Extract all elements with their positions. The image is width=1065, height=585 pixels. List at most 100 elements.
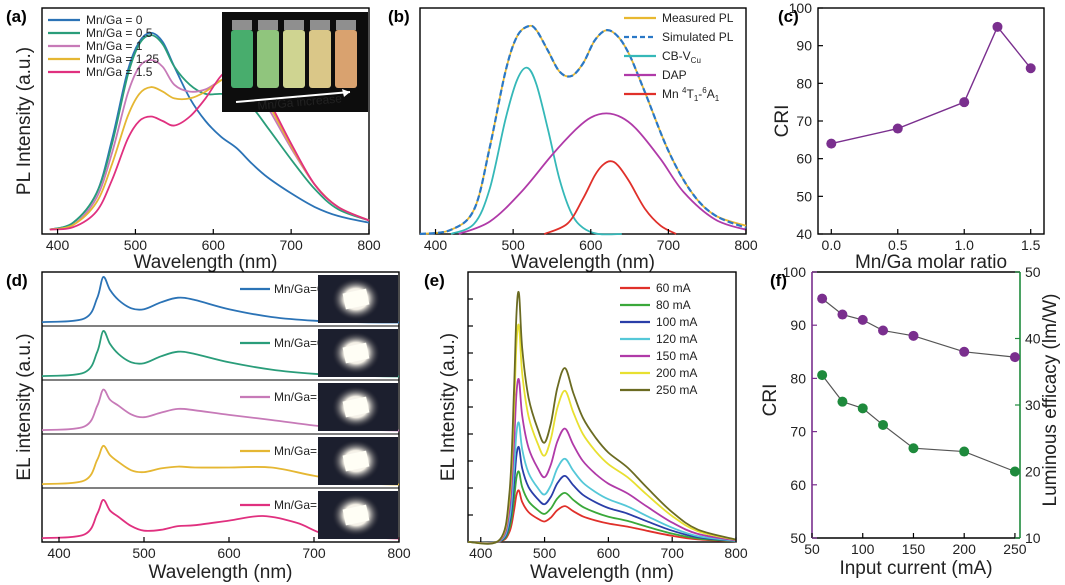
legend-label: 80 mA: [656, 298, 691, 312]
series-line: [419, 24, 747, 236]
series-point: [908, 443, 919, 454]
series-point: [817, 293, 828, 304]
series-line: [467, 470, 737, 544]
x-tick-label: 400: [47, 545, 71, 561]
x-tick-label: 700: [302, 545, 326, 561]
x-tick-label: 50: [804, 541, 820, 557]
legend-label-part: DAP: [662, 68, 687, 82]
x-tick-label: 700: [279, 237, 303, 253]
y-tick-label: 40: [796, 226, 812, 242]
x-tick-label: 100: [851, 541, 875, 557]
panel-label: (b): [388, 7, 410, 26]
legend-label: Mn/Ga=1: [274, 390, 324, 404]
x-tick-label: 400: [469, 545, 493, 561]
y2-tick-label: 30: [1025, 397, 1041, 413]
series-line: [41, 445, 400, 486]
cri-point: [1025, 63, 1036, 74]
cri-line: [831, 25, 1032, 145]
legend-label: 150 mA: [656, 349, 697, 363]
arrow-head: [342, 89, 350, 97]
led-chip: [342, 288, 370, 310]
x-axis-label: Wavelength (nm): [149, 562, 293, 583]
led-photo: [318, 329, 398, 377]
legend-label: Simulated PL: [662, 30, 734, 44]
vial: [283, 30, 305, 88]
y-tick-label: 50: [790, 530, 806, 546]
x-tick-label: 800: [357, 237, 381, 253]
series-line: [467, 445, 737, 544]
panel-label: (f): [770, 271, 787, 290]
vial-cap: [336, 20, 356, 30]
led-photo: [318, 491, 398, 539]
legend-label: 200 mA: [656, 366, 697, 380]
legend-label-part: 4: [682, 86, 687, 95]
x-tick-label: 700: [661, 545, 685, 561]
y-tick-label: 50: [796, 188, 812, 204]
legend-label: 60 mA: [656, 281, 691, 295]
x-tick-label: 0.5: [888, 237, 908, 253]
legend-label-part: 1: [694, 94, 699, 103]
series-line: [49, 34, 370, 231]
legend-label-part: -: [698, 87, 702, 101]
x-tick-label: 600: [217, 545, 241, 561]
series-line: [49, 63, 370, 231]
y-axis-label: EL intensity (a.u.): [14, 333, 35, 480]
series-line: [49, 72, 370, 231]
panel-f: 50 100 150 200 250 50 60 70 80 90 100 10 20 30 40 50 Inp…: [760, 264, 1061, 579]
y-tick-label: 100: [789, 0, 813, 16]
series-point: [878, 325, 889, 336]
series-line: [41, 388, 400, 432]
legend-label-part: Mn: [662, 87, 682, 101]
legend-label: 120 mA: [656, 332, 697, 346]
panel-label: (d): [6, 271, 28, 290]
legend-label: Mn/Ga = 1.5: [86, 65, 153, 79]
series-point: [1009, 466, 1020, 477]
x-tick-label: 700: [657, 237, 681, 253]
y2-axis-label: Luminous efficacy (lm/W): [1040, 294, 1061, 507]
x-tick-label: 1.5: [1021, 237, 1041, 253]
x-tick-label: 1.0: [955, 237, 975, 253]
legend-label: Measured PL: [662, 11, 734, 25]
y-tick-label: 80: [790, 370, 806, 386]
cri-point: [826, 138, 837, 149]
legend-label: Mn/Ga = 1.25: [86, 52, 159, 66]
series-line: [41, 330, 400, 378]
panel-label: (a): [6, 7, 27, 26]
y-tick-label: 80: [796, 75, 812, 91]
series-line: [467, 489, 737, 544]
led-chip: [342, 504, 370, 526]
legend-label: 100 mA: [656, 315, 697, 329]
legend-label: CB-VCu: [662, 49, 701, 65]
x-axis-label: Mn/Ga molar ratio: [855, 252, 1007, 273]
x-tick-label: 800: [724, 545, 748, 561]
vial: [231, 30, 253, 88]
y-tick-label: 60: [796, 151, 812, 167]
panel-b: 400 500 600 700 800 Wavelength (nm) (b) Measure…: [388, 7, 758, 273]
series-line: [49, 59, 370, 231]
legend-label-part: Cu: [691, 56, 701, 65]
led-photo: [318, 275, 398, 323]
series-point: [817, 370, 828, 381]
led-photo: [318, 437, 398, 485]
x-axis-label: Input current (mA): [839, 558, 992, 579]
series-point: [878, 419, 889, 430]
x-tick-label: 500: [124, 237, 148, 253]
series-line: [821, 374, 1016, 473]
x-tick-label: 150: [902, 541, 926, 557]
panel-b-frame: [419, 7, 747, 235]
y-tick-label: 70: [790, 424, 806, 440]
x-tick-label: 400: [424, 237, 448, 253]
x-tick-label: 600: [579, 237, 603, 253]
panel-label: (e): [424, 271, 445, 290]
panel-a: 400 500 600 700 800 Wavelength (nm) PL Intensi…: [6, 7, 381, 273]
series-point: [857, 403, 868, 414]
x-tick-label: 500: [533, 545, 557, 561]
panel-d-frame: [41, 271, 400, 543]
series-point: [857, 314, 868, 325]
y-tick-label: 90: [790, 317, 806, 333]
x-tick-label: 600: [202, 237, 226, 253]
y-axis-label: EL Intensity (a.u.): [438, 333, 459, 481]
series-line: [41, 276, 400, 324]
vial: [257, 30, 279, 88]
series-point: [959, 346, 970, 357]
